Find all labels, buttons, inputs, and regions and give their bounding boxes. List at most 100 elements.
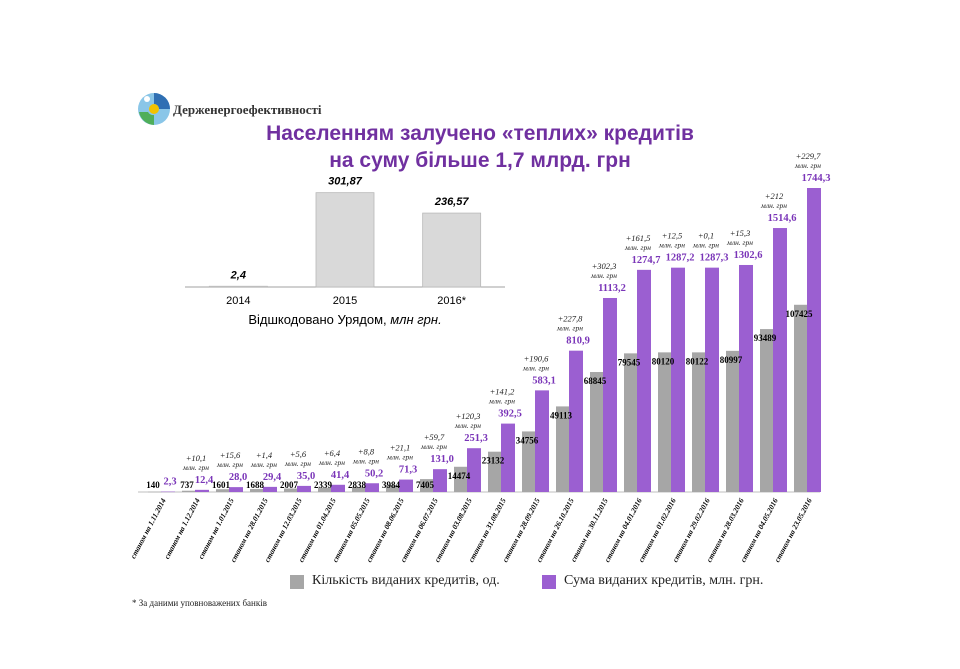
count-bar xyxy=(488,451,502,492)
sum-value-label: 810,9 xyxy=(566,336,590,347)
sum-value-label: 251,3 xyxy=(464,433,488,444)
increment-unit-label: млн. грн xyxy=(318,458,345,467)
sum-bar xyxy=(671,267,685,492)
legend-swatch-sum xyxy=(542,575,556,589)
count-value-label: 140 xyxy=(146,480,160,490)
increment-label: +141,2 xyxy=(490,387,516,397)
category-label: станом на 01.04.2015 xyxy=(296,496,337,563)
count-value-label: 107425 xyxy=(786,309,814,319)
inset-value-label: 2,4 xyxy=(230,269,246,281)
increment-label: +10,1 xyxy=(186,453,207,463)
chart-title-line2: на суму більше 1,7 млрд. грн xyxy=(329,149,631,172)
sum-value-label: 29,4 xyxy=(263,472,282,483)
count-value-label: 80120 xyxy=(652,356,675,366)
increment-label: +12,5 xyxy=(662,231,683,241)
increment-label: +161,5 xyxy=(626,233,651,243)
increment-label: +302,3 xyxy=(592,261,617,271)
category-label: станом на 12.03.2015 xyxy=(262,496,303,563)
count-value-label: 80997 xyxy=(720,355,743,365)
count-value-label: 49113 xyxy=(550,410,573,420)
inset-bar xyxy=(315,192,375,288)
increment-unit-label: млн. грн xyxy=(590,271,617,280)
count-bar xyxy=(386,485,400,492)
count-value-label: 1601 xyxy=(212,480,231,490)
count-value-label: 93489 xyxy=(754,333,777,343)
category-label: станом на 30.11.2015 xyxy=(569,497,610,564)
sum-value-label: 1287,3 xyxy=(700,253,729,264)
inset-caption: Відшкодовано Урядом, млн грн. xyxy=(185,312,505,327)
sum-value-label: 12,4 xyxy=(195,475,214,486)
increment-label: +1,4 xyxy=(256,450,273,460)
sum-value-label: 50,2 xyxy=(365,468,383,479)
increment-unit-label: млн. грн xyxy=(182,463,209,472)
category-label: станом на 04.05.2016 xyxy=(738,496,779,563)
count-bar xyxy=(352,487,366,492)
increment-unit-label: млн. грн xyxy=(250,460,277,469)
sum-value-label: 1514,6 xyxy=(768,213,797,224)
count-bar xyxy=(454,466,468,492)
sum-bar xyxy=(229,487,243,492)
increment-unit-label: млн. грн xyxy=(420,442,447,451)
category-label: станом на 23.05.2016 xyxy=(772,496,813,563)
category-label: станом на 29.02.2016 xyxy=(670,496,711,563)
category-label: станом на 28.01.2015 xyxy=(228,496,269,563)
count-bar xyxy=(216,489,230,492)
count-value-label: 23132 xyxy=(482,456,505,466)
count-value-label: 737 xyxy=(180,480,194,490)
increment-unit-label: млн. грн xyxy=(556,324,583,333)
category-label: станом на 1.01.2015 xyxy=(196,496,236,560)
inset-bar xyxy=(422,212,482,288)
inset-value-label: 236,57 xyxy=(434,196,470,208)
count-value-label: 1688 xyxy=(246,480,265,490)
sum-bar xyxy=(399,479,413,492)
increment-label: +227,8 xyxy=(558,314,584,324)
count-bar xyxy=(556,406,570,492)
sum-bar xyxy=(331,484,345,492)
increment-label: +59,7 xyxy=(424,432,445,442)
sum-value-label: 1302,6 xyxy=(734,250,763,261)
category-label: станом на 26.10.2015 xyxy=(534,496,575,563)
category-label: станом на 04.01.2016 xyxy=(602,496,643,563)
sum-bar xyxy=(365,483,379,492)
legend-label-sum: Сума виданих кредитів, млн. грн. xyxy=(564,573,764,588)
count-bar xyxy=(250,489,264,492)
increment-unit-label: млн. грн xyxy=(726,238,753,247)
sum-value-label: 41,4 xyxy=(331,470,350,481)
sum-bar xyxy=(535,390,549,492)
increment-unit-label: млн. грн xyxy=(284,459,311,468)
count-value-label: 2339 xyxy=(314,480,333,490)
count-value-label: 3984 xyxy=(382,480,401,490)
category-label: станом на 31.08.2015 xyxy=(466,496,507,563)
increment-unit-label: млн. грн xyxy=(488,397,515,406)
sum-bar xyxy=(433,469,447,492)
count-bar xyxy=(284,488,298,492)
sum-bar xyxy=(603,297,617,492)
increment-unit-label: млн. грн xyxy=(658,241,685,250)
inset-bar xyxy=(208,285,268,288)
count-bar xyxy=(182,490,196,492)
agency-name: Держенергоефективності xyxy=(173,102,322,117)
increment-label: +6,4 xyxy=(324,448,341,458)
count-bar xyxy=(148,491,162,493)
agency-logo: Держенергоефективності xyxy=(137,90,337,128)
increment-label: +21,1 xyxy=(390,443,411,453)
increment-label: +229,7 xyxy=(796,151,822,161)
sum-bar xyxy=(467,448,481,492)
sum-bar xyxy=(705,267,719,492)
count-value-label: 2838 xyxy=(348,480,367,490)
sum-bar xyxy=(263,486,277,492)
increment-label: +15,3 xyxy=(730,228,751,238)
increment-label: +120,3 xyxy=(456,411,481,421)
count-bar xyxy=(420,479,434,492)
inset-value-label: 301,87 xyxy=(328,176,363,188)
increment-unit-label: млн. грн xyxy=(216,460,243,469)
inset-category-label: 2014 xyxy=(226,295,250,307)
legend-swatch-count xyxy=(290,575,304,589)
chart-title: Населенням залучено «теплих» кредитів на… xyxy=(230,120,730,174)
count-bar xyxy=(760,329,774,492)
sum-value-label: 1744,3 xyxy=(802,173,831,184)
increment-unit-label: млн. грн xyxy=(760,201,787,210)
count-bar xyxy=(794,304,808,492)
